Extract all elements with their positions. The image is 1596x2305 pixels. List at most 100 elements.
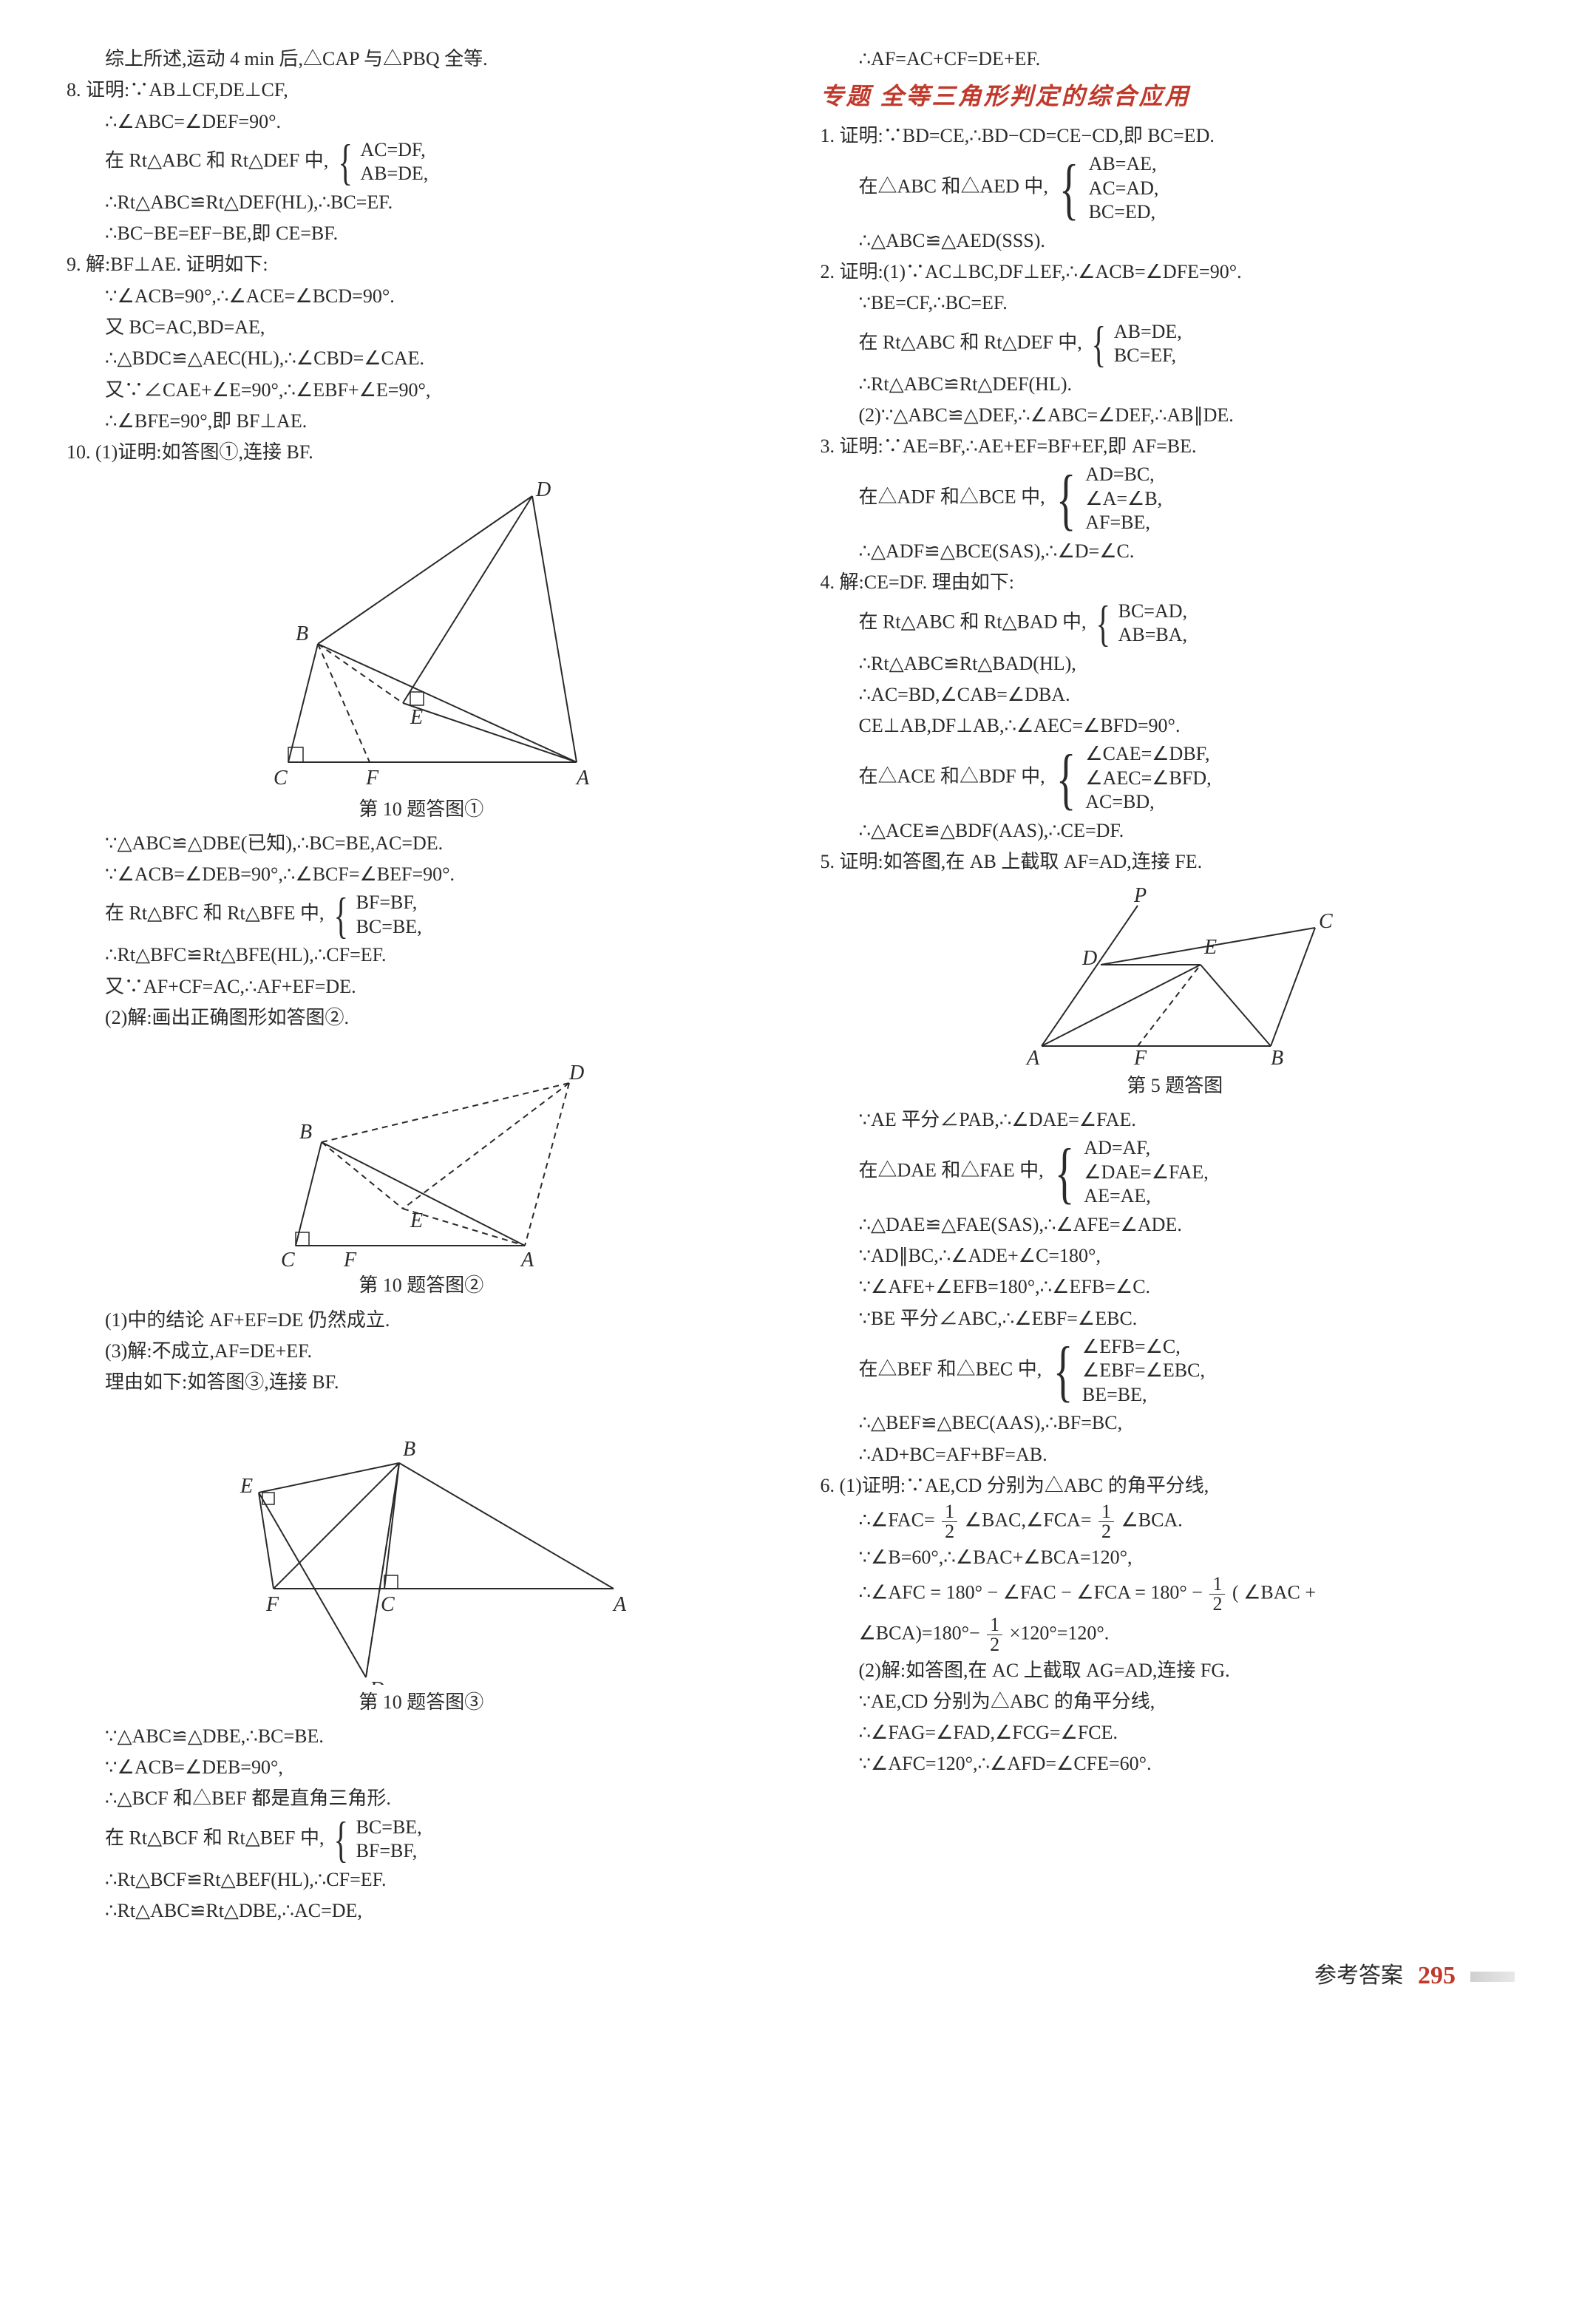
text-line: (2)∵△ABC≌△DEF,∴∠ABC=∠DEF,∴AB∥DE. bbox=[821, 401, 1530, 430]
brace-item: BC=EF, bbox=[1114, 344, 1182, 368]
svg-text:C: C bbox=[1319, 910, 1333, 933]
brace-group: { AC=DF, AB=DE, bbox=[333, 138, 429, 186]
text-line: (2)解:画出正确图形如答图②. bbox=[67, 1003, 776, 1033]
svg-text:F: F bbox=[265, 1593, 279, 1616]
text-line: 在△DAE 和△FAE 中, { AD=AF, ∠DAE=∠FAE, AE=AE… bbox=[821, 1136, 1530, 1209]
svg-text:F: F bbox=[1133, 1047, 1147, 1068]
brace-item: ∠CAE=∠DBF, bbox=[1085, 742, 1211, 767]
brace-item: BC=AD, bbox=[1118, 600, 1187, 624]
text: ∠BAC,∠FCA= bbox=[965, 1510, 1092, 1531]
text-line: ∴△DAE≌△FAE(SAS),∴∠AFE=∠ADE. bbox=[821, 1210, 1530, 1240]
brace-item: AC=AD, bbox=[1089, 177, 1159, 201]
svg-text:B: B bbox=[403, 1438, 415, 1461]
text-line: (3)解:不成立,AF=DE+EF. bbox=[67, 1337, 776, 1366]
text-line: 在 Rt△BCF 和 Rt△BEF 中, { BC=BE, BF=BF, bbox=[67, 1816, 776, 1864]
footer: 参考答案 295 bbox=[67, 1957, 1529, 1996]
text-line: ∴∠AFC = 180° − ∠FAC − ∠FCA = 180° − 12 (… bbox=[821, 1575, 1530, 1614]
text: ∴∠FAC= bbox=[859, 1510, 935, 1531]
text-line: ∴△BCF 和△BEF 都是直角三角形. bbox=[67, 1784, 776, 1813]
text-line: ∴Rt△ABC≌Rt△DBE,∴AC=DE, bbox=[67, 1896, 776, 1926]
svg-text:E: E bbox=[410, 1209, 423, 1232]
svg-text:E: E bbox=[1203, 936, 1217, 959]
text-line: ∴AF=AC+CF=DE+EF. bbox=[821, 44, 1530, 74]
svg-text:D: D bbox=[1081, 947, 1097, 970]
text-line: ∴△BDC≌△AEC(HL),∴∠CBD=∠CAE. bbox=[67, 344, 776, 373]
figure-10-2: CFABED bbox=[251, 1039, 591, 1268]
svg-text:D: D bbox=[369, 1678, 384, 1685]
text: ∴∠AFC = 180° − ∠FAC − ∠FCA = 180° − bbox=[859, 1581, 1208, 1603]
svg-text:E: E bbox=[410, 706, 423, 729]
fraction: 12 bbox=[1209, 1575, 1225, 1614]
text-line: 又∵AF+CF=AC,∴AF+EF=DE. bbox=[67, 972, 776, 1002]
svg-text:B: B bbox=[296, 622, 308, 645]
svg-text:A: A bbox=[612, 1593, 627, 1616]
text-line: ∴Rt△BCF≌Rt△BEF(HL),∴CF=EF. bbox=[67, 1865, 776, 1895]
text-line: ∵AE,CD 分别为△ABC 的角平分线, bbox=[821, 1687, 1530, 1717]
text-line: ∵BE 平分∠ABC,∴∠EBF=∠EBC. bbox=[821, 1304, 1530, 1334]
text: 在 Rt△ABC 和 Rt△DEF 中, bbox=[105, 149, 328, 171]
svg-text:D: D bbox=[568, 1062, 584, 1084]
brace-item: BF=BF, bbox=[356, 1839, 422, 1864]
brace-group: { AB=AE, AC=AD, BC=ED, bbox=[1053, 152, 1158, 225]
brace-item: AC=DF, bbox=[360, 138, 428, 163]
brace-group: { BC=AD, AB=BA, bbox=[1091, 600, 1187, 648]
text-line: (1)中的结论 AF+EF=DE 仍然成立. bbox=[67, 1306, 776, 1335]
problem-6-header: 6. (1)证明:∵AE,CD 分别为△ABC 的角平分线, bbox=[821, 1471, 1530, 1501]
text-line: 在△ADF 和△BCE 中, { AD=BC, ∠A=∠B, AF=BE, bbox=[821, 463, 1530, 535]
text-line: (2)解:如答图,在 AC 上截取 AG=AD,连接 FG. bbox=[821, 1656, 1530, 1686]
text: 在 Rt△ABC 和 Rt△BAD 中, bbox=[859, 611, 1087, 632]
brace-item: AB=AE, bbox=[1089, 152, 1159, 177]
brace-item: AC=BD, bbox=[1085, 790, 1211, 815]
text-line: ∵∠ACB=∠DEB=90°, bbox=[67, 1753, 776, 1782]
brace-group: { ∠CAE=∠DBF, ∠AEC=∠BFD, AC=BD, bbox=[1050, 742, 1212, 815]
text-line: ∴Rt△ABC≌Rt△DEF(HL). bbox=[821, 370, 1530, 399]
text: ∠BCA)=180°− bbox=[859, 1622, 980, 1643]
text-line: 在 Rt△ABC 和 Rt△BAD 中, { BC=AD, AB=BA, bbox=[821, 600, 1530, 648]
page-number: 295 bbox=[1418, 1957, 1456, 1996]
text-line: ∵∠ACB=∠DEB=90°,∴∠BCF=∠BEF=90°. bbox=[67, 860, 776, 889]
footer-bar-icon bbox=[1470, 1972, 1515, 1982]
text: 在△ABC 和△AED 中, bbox=[859, 176, 1048, 197]
brace-item: ∠AEC=∠BFD, bbox=[1085, 767, 1211, 791]
brace-item: BC=BE, bbox=[356, 1816, 422, 1840]
figure-caption: 第 10 题答图① bbox=[67, 795, 776, 824]
text: 在 Rt△BCF 和 Rt△BEF 中, bbox=[105, 1827, 324, 1848]
brace-group: { BF=BF, BC=BE, bbox=[329, 891, 422, 939]
text-line: ∴∠FAC= 12 ∠BAC,∠FCA= 12 ∠BCA. bbox=[821, 1502, 1530, 1541]
text-line: ∴Rt△BFC≌Rt△BFE(HL),∴CF=EF. bbox=[67, 940, 776, 970]
svg-text:B: B bbox=[299, 1121, 312, 1144]
figure-caption: 第 10 题答图② bbox=[67, 1271, 776, 1300]
figure-caption: 第 5 题答图 bbox=[821, 1071, 1530, 1101]
problem-8-header: 8. 证明:∵AB⊥CF,DE⊥CF, bbox=[67, 75, 776, 105]
text-line: ∴Rt△ABC≌Rt△BAD(HL), bbox=[821, 649, 1530, 679]
problem-2-header: 2. 证明:(1)∵AC⊥BC,DF⊥EF,∴∠ACB=∠DFE=90°. bbox=[821, 257, 1530, 287]
text-line: ∴∠ABC=∠DEF=90°. bbox=[67, 107, 776, 137]
brace-item: BE=BE, bbox=[1082, 1383, 1205, 1408]
text-line: ∴∠BFE=90°,即 BF⊥AE. bbox=[67, 407, 776, 436]
svg-text:E: E bbox=[240, 1475, 253, 1498]
brace-item: AB=DE, bbox=[1114, 320, 1182, 344]
brace-item: AD=AF, bbox=[1084, 1136, 1208, 1161]
svg-text:A: A bbox=[575, 767, 590, 790]
text-line: ∴AD+BC=AF+BF=AB. bbox=[821, 1440, 1530, 1470]
text-line: ∵AE 平分∠PAB,∴∠DAE=∠FAE. bbox=[821, 1105, 1530, 1135]
text: 在 Rt△ABC 和 Rt△DEF 中, bbox=[859, 331, 1082, 353]
text-line: ∴BC−BE=EF−BE,即 CE=BF. bbox=[67, 219, 776, 248]
topic-header: 专题 全等三角形判定的综合应用 bbox=[821, 78, 1530, 115]
text-line: ∵∠B=60°,∴∠BAC+∠BCA=120°, bbox=[821, 1543, 1530, 1572]
brace-group: { AD=AF, ∠DAE=∠FAE, AE=AE, bbox=[1048, 1136, 1209, 1209]
text-line: 在 Rt△BFC 和 Rt△BFE 中, { BF=BF, BC=BE, bbox=[67, 891, 776, 939]
text-line: 又 BC=AC,BD=AE, bbox=[67, 313, 776, 342]
problem-4-header: 4. 解:CE=DF. 理由如下: bbox=[821, 568, 1530, 597]
fraction: 12 bbox=[942, 1502, 957, 1541]
text-line: CE⊥AB,DF⊥AB,∴∠AEC=∠BFD=90°. bbox=[821, 711, 1530, 741]
brace-group: { AD=BC, ∠A=∠B, AF=BE, bbox=[1050, 463, 1162, 535]
brace-item: ∠A=∠B, bbox=[1085, 487, 1162, 512]
figure-10-1: CFABED bbox=[244, 474, 599, 792]
fraction: 12 bbox=[987, 1615, 1002, 1654]
text-line: ∴△BEF≌△BEC(AAS),∴BF=BC, bbox=[821, 1408, 1530, 1438]
text-line: 在 Rt△ABC 和 Rt△DEF 中, { AC=DF, AB=DE, bbox=[67, 138, 776, 186]
text-line: ∴△ADF≌△BCE(SAS),∴∠D=∠C. bbox=[821, 537, 1530, 566]
svg-text:F: F bbox=[343, 1249, 357, 1268]
figure-caption: 第 10 题答图③ bbox=[67, 1688, 776, 1717]
